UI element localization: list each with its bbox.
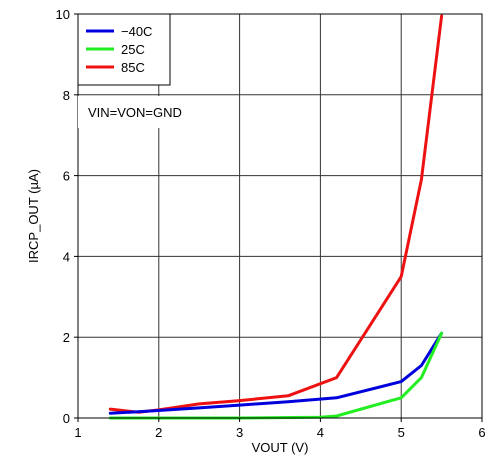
plot-frame — [77, 13, 483, 419]
series-line-1 — [108, 331, 444, 420]
y-tick-labels: 0 2 4 6 8 10 — [56, 7, 70, 426]
y-tick-label: 8 — [63, 88, 70, 103]
x-tick-label: 2 — [155, 425, 162, 440]
annotation: VIN=VON=GND — [78, 96, 235, 128]
legend-label-0: −40C — [121, 24, 152, 39]
annotation-text: VIN=VON=GND — [88, 105, 182, 120]
legend-label-1: 25C — [121, 42, 145, 57]
x-tick-label: 5 — [398, 425, 405, 440]
x-axis-label: VOUT (V) — [252, 440, 309, 455]
y-tick-label: 6 — [63, 169, 70, 184]
legend: −40C 25C 85C — [77, 13, 171, 86]
x-tick-labels: 1 2 3 4 5 6 — [74, 425, 485, 440]
legend-label-2: 85C — [121, 60, 145, 75]
tick-marks — [74, 13, 483, 422]
annotation-box — [78, 96, 235, 128]
x-tick-label: 6 — [478, 425, 485, 440]
y-tick-label: 4 — [63, 249, 70, 264]
y-tick-label: 2 — [63, 330, 70, 345]
y-axis-label: IRCP_OUT (µA) — [26, 169, 41, 263]
x-tick-label: 4 — [317, 425, 324, 440]
y-tick-label: 10 — [56, 7, 70, 22]
y-tick-label: 0 — [63, 411, 70, 426]
x-tick-label: 1 — [74, 425, 81, 440]
series-line-0 — [108, 331, 444, 415]
x-tick-label: 3 — [236, 425, 243, 440]
